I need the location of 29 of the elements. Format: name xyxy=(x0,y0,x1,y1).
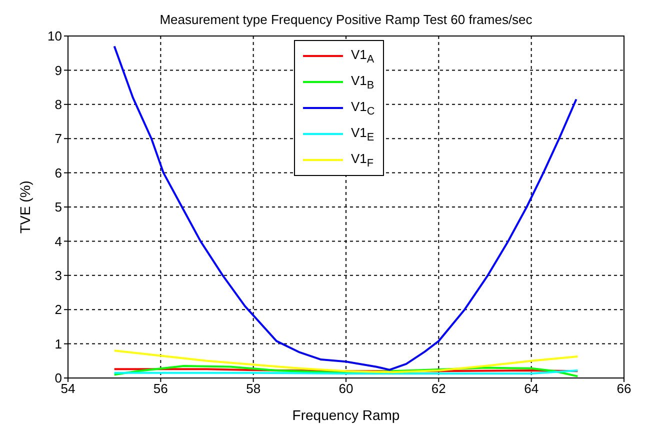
y-tick-label: 6 xyxy=(54,165,62,180)
x-tick-label: 58 xyxy=(246,381,261,396)
y-tick-label: 2 xyxy=(54,302,62,318)
x-tick-label: 54 xyxy=(60,381,76,396)
x-tick-label: 60 xyxy=(338,381,354,396)
x-tick-label: 62 xyxy=(431,381,446,396)
x-tick-label: 56 xyxy=(153,381,168,396)
legend-label: V1$_{A}$ xyxy=(351,46,374,66)
x-axis-title: Frequency Ramp xyxy=(292,407,400,423)
y-tick-label: 4 xyxy=(54,234,62,249)
y-tick-label: 1 xyxy=(54,336,62,352)
chart-title: Measurement type Frequency Positive Ramp Test 60 frames/sec xyxy=(160,12,533,27)
line-series xyxy=(113,365,579,378)
x-tick-label: 64 xyxy=(524,381,539,396)
y-axis-title: TVE (%) xyxy=(17,180,33,234)
legend-label: V1$_{B}$ xyxy=(351,72,374,92)
y-tick-label: 3 xyxy=(54,268,62,284)
x-tick-label: 66 xyxy=(616,381,632,396)
legend-label: V1$_{C}$ xyxy=(351,98,375,118)
legend-label: V1$_{F}$ xyxy=(351,150,374,170)
legend-label: V1$_{E}$ xyxy=(351,124,374,144)
y-tick-label: 10 xyxy=(48,28,62,44)
y-tick-label: 0 xyxy=(54,370,62,386)
y-tick-label: 8 xyxy=(54,97,62,112)
line-series xyxy=(113,350,579,374)
line-series xyxy=(113,45,578,371)
y-tick-label: 9 xyxy=(54,62,62,78)
y-tick-label: 7 xyxy=(54,131,62,146)
y-tick-label: 5 xyxy=(54,200,62,215)
